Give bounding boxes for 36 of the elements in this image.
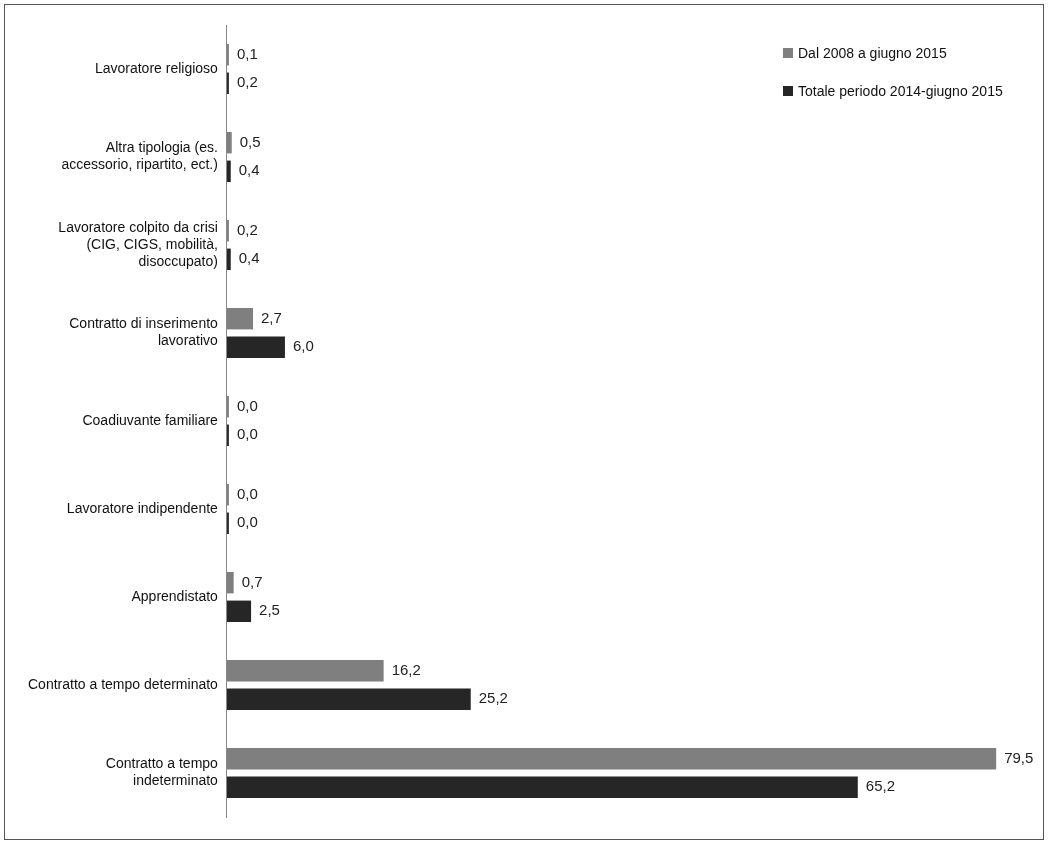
bar [226, 688, 471, 711]
y-tick-label: Lavoratore religioso [94, 59, 219, 76]
data-label: 0,2 [236, 220, 258, 238]
bar [226, 600, 252, 623]
bar [226, 336, 285, 359]
y-tick-label: Contratto a tempo determinato [27, 675, 219, 692]
data-label: 65,2 [865, 777, 895, 795]
data-label: 6,0 [292, 337, 314, 355]
data-label: 0,4 [238, 161, 260, 179]
data-label: 0,0 [236, 513, 258, 531]
y-tick-label: Altra tipologia (es. accessorio, ripartito, ect.) [61, 139, 218, 173]
bar [226, 248, 231, 271]
bar [226, 160, 231, 183]
data-label: 0,2 [236, 73, 258, 91]
data-label: 2,5 [259, 601, 280, 619]
data-label: 0,0 [236, 396, 258, 414]
y-tick-label: Lavoratore indipendente [66, 499, 219, 516]
y-tick-label: Contratto a tempo indeterminato [105, 755, 219, 789]
data-label: 25,2 [478, 689, 508, 707]
data-label: 0,0 [236, 484, 258, 502]
data-label: 0,1 [236, 44, 258, 62]
data-label: 0,4 [238, 249, 260, 267]
bar [226, 776, 858, 799]
y-tick-label: Coadiuvante familiare [82, 411, 219, 428]
y-tick-label: Lavoratore colpito da crisi (CIG, CIGS, mobilità, disoccupato) [58, 219, 218, 269]
y-tick-label: Contratto di inserimento lavorativo [69, 315, 219, 349]
data-label: 2,7 [261, 308, 282, 326]
y-tick-label: Apprendistato [131, 587, 219, 604]
legend-label: Dal 2008 a giugno 2015 [798, 45, 947, 61]
data-label: 0,7 [241, 572, 263, 590]
bar [226, 72, 229, 95]
data-label: 0,5 [239, 132, 261, 150]
legend-label: Totale periodo 2014-giugno 2015 [798, 83, 1003, 99]
data-label: 16,2 [391, 660, 421, 678]
data-label: 79,5 [1004, 748, 1034, 766]
data-label: 0,0 [236, 425, 258, 443]
